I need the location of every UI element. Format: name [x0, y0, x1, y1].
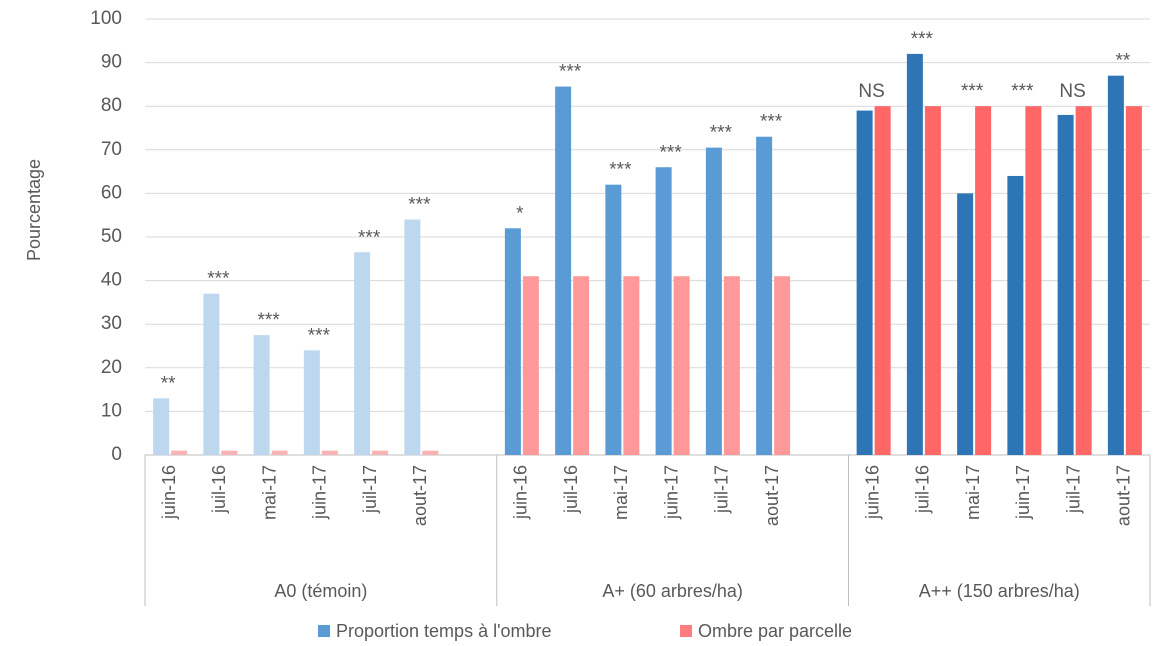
bar	[1125, 106, 1142, 455]
bar	[975, 106, 992, 455]
x-tick-label: juil-17	[712, 465, 732, 514]
y-tick-label: 60	[101, 182, 122, 203]
bar	[354, 252, 371, 455]
y-tick-label: 70	[101, 139, 122, 160]
x-tick-label: juin-17	[310, 465, 330, 520]
bar	[522, 276, 539, 455]
y-tick-label: 100	[90, 8, 122, 29]
y-tick-label: 80	[101, 95, 122, 116]
y-tick-label: 0	[111, 444, 122, 465]
bar	[924, 106, 941, 455]
bar	[856, 110, 873, 455]
bar	[253, 335, 270, 455]
significance-label: **	[161, 373, 176, 394]
y-tick-label: 40	[101, 270, 122, 291]
bar	[756, 136, 773, 455]
bar	[723, 276, 740, 455]
bar	[957, 193, 974, 455]
bar	[221, 450, 238, 455]
bar	[1007, 175, 1024, 455]
x-tick-label: aout-17	[762, 465, 782, 526]
significance-label: ***	[258, 310, 281, 331]
bar	[555, 86, 572, 455]
bar	[153, 398, 170, 455]
significance-label: ***	[408, 195, 431, 216]
bar	[573, 276, 590, 455]
bar	[673, 276, 690, 455]
significance-label: ***	[609, 160, 632, 181]
significance-label: *	[516, 203, 524, 224]
bar	[321, 450, 338, 455]
bar	[271, 450, 288, 455]
significance-label: ***	[559, 62, 582, 83]
x-tick-label: juin-16	[511, 465, 531, 520]
x-tick-label: juil-17	[1063, 465, 1083, 514]
x-tick-label: juin-17	[1013, 465, 1033, 520]
significance-label: ***	[961, 81, 984, 102]
y-tick-label: 50	[101, 226, 122, 247]
bar	[1025, 106, 1042, 455]
bar	[623, 276, 640, 455]
x-tick-label: mai-17	[963, 465, 983, 520]
group-label: A0 (témoin)	[274, 581, 367, 601]
group-label: A++ (150 arbres/ha)	[919, 581, 1080, 601]
x-tick-label: juin-17	[661, 465, 681, 520]
bar	[372, 450, 389, 455]
y-tick-label: 20	[101, 357, 122, 378]
x-tick-label: mai-17	[611, 465, 631, 520]
x-tick-label: mai-17	[259, 465, 279, 520]
bar	[404, 219, 421, 455]
legend-label: Ombre par parcelle	[698, 621, 852, 641]
x-tick-label: juin-16	[159, 465, 179, 520]
y-tick-label: 30	[101, 313, 122, 334]
bar	[906, 53, 923, 455]
legend-swatch	[318, 625, 330, 637]
legend-swatch	[680, 625, 692, 637]
significance-label: ***	[660, 142, 683, 163]
legend-label: Proportion temps à l'ombre	[336, 621, 552, 641]
bar	[1057, 114, 1074, 456]
bar	[774, 276, 791, 455]
significance-label: ***	[207, 269, 230, 290]
significance-label: ***	[911, 29, 934, 50]
bar	[504, 228, 521, 455]
significance-label: ***	[358, 227, 381, 248]
significance-label: ***	[308, 325, 331, 346]
significance-label: NS	[858, 81, 884, 102]
bar	[203, 293, 220, 455]
bar	[1107, 75, 1124, 456]
group-label: A+ (60 arbres/ha)	[602, 581, 743, 601]
significance-label: ***	[710, 123, 733, 144]
bar	[171, 450, 188, 455]
bar	[655, 167, 672, 456]
bar	[705, 147, 722, 455]
bar	[874, 106, 891, 455]
significance-label: ***	[1011, 81, 1034, 102]
significance-label: ***	[760, 112, 783, 133]
x-tick-label: juil-17	[360, 465, 380, 514]
y-axis-label: Pourcentage	[24, 159, 44, 261]
x-tick-label: juil-16	[209, 465, 229, 514]
x-tick-label: aout-17	[410, 465, 430, 526]
x-tick-label: juin-16	[862, 465, 882, 520]
x-tick-label: aout-17	[1114, 465, 1134, 526]
bar	[303, 350, 320, 455]
bar	[1075, 106, 1092, 455]
significance-label: NS	[1059, 81, 1085, 102]
y-tick-label: 90	[101, 52, 122, 73]
significance-label: **	[1115, 51, 1130, 72]
x-tick-label: juil-16	[561, 465, 581, 514]
bar	[605, 184, 622, 455]
bar	[422, 450, 439, 455]
y-tick-label: 10	[101, 400, 122, 421]
x-tick-label: juil-16	[913, 465, 933, 514]
